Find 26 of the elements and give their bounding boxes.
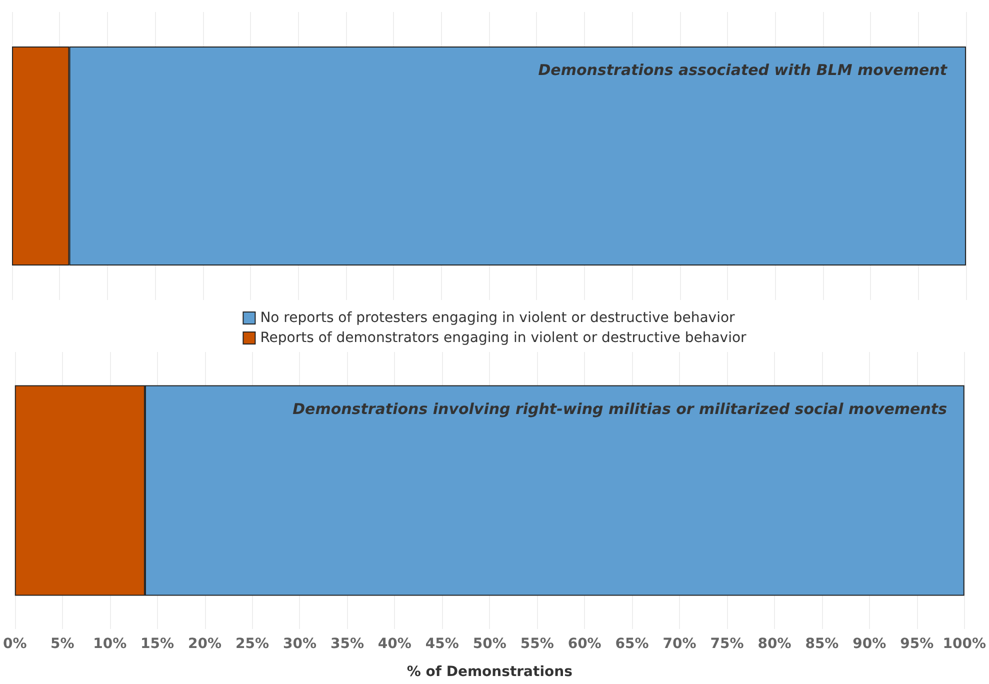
x-tick-label: 15% (140, 636, 174, 652)
x-tick-label: 85% (805, 636, 839, 652)
annotation: Demonstrations associated with BLM movement (538, 61, 948, 80)
x-tick-label: 70% (662, 636, 696, 652)
annotation: Demonstrations involving right-wing militias or militarized social movements (292, 400, 948, 418)
legend-label: Reports of demonstrators engaging in violent or destructive behavior (260, 330, 747, 346)
x-tick-label: 80% (758, 636, 792, 652)
x-tick-label: 65% (615, 636, 649, 652)
x-tick-label: 0% (2, 636, 27, 652)
x-tick-label: 90% (852, 636, 886, 652)
x-tick-label: 35% (330, 636, 364, 652)
x-tick-label: 5% (50, 636, 74, 652)
x-tick-label: 20% (188, 636, 222, 652)
x-tick-label: 60% (568, 636, 602, 652)
x-tick-label: 30% (282, 636, 316, 652)
x-tick-label: 75% (710, 636, 744, 652)
x-tick-label: 40% (378, 636, 412, 652)
x-tick-label: 25% (236, 636, 270, 652)
x-tick-label: 45% (425, 636, 459, 652)
x-tick-label: 50% (472, 636, 506, 652)
x-axis-title: % of Demonstrations (406, 664, 572, 680)
x-tick-label: 100% (942, 636, 986, 652)
x-tick-label: 10% (93, 636, 127, 652)
x-tick-label: 95% (900, 636, 934, 652)
x-tick-label: 55% (520, 636, 554, 652)
legend-label: No reports of protesters engaging in violent or destructive behavior (260, 310, 736, 326)
